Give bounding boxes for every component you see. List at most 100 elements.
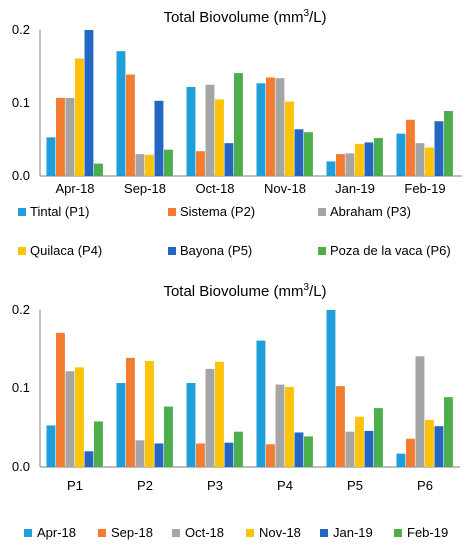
legend-swatch [320,529,328,537]
chart-2-bar [145,361,154,467]
chart-1-bar [234,73,243,176]
chart-2-y-tick-label: 0.2 [12,302,30,317]
chart-2-bar [84,451,94,467]
chart-1-bar [425,147,434,176]
chart-1-y-tick-label: 0.0 [12,168,30,183]
chart-2-bar [234,431,243,467]
legend-swatch [168,208,176,216]
chart-1-bar [135,154,145,176]
chart-1-bar [186,86,196,176]
chart-1-bar [56,97,65,176]
chart-1-bar [434,121,444,176]
legend-label: Apr-18 [37,525,76,540]
chart-2-bar [224,442,234,468]
chart-1-bar [374,138,383,176]
chart-1-bar [46,137,56,176]
chart-1-y-tick-label: 0.2 [12,22,30,37]
chart-2-bar [116,383,126,467]
chart-1-bar [94,163,103,176]
legend-label: Tintal (P1) [30,204,89,219]
legend-swatch [168,247,176,255]
chart-2-bar [294,432,304,467]
chart-2-bar [205,368,215,468]
chart-2-x-tick-label: P3 [207,478,223,493]
chart-1-x-tick-label: Oct-18 [195,181,234,196]
chart-2-bar [215,361,224,467]
legend-swatch [394,529,402,537]
chart-2-bar [266,444,275,468]
chart-1-bar [336,154,345,176]
chart-2-bar [444,397,453,467]
chart-2-title: Total Biovolume (mm3/L) [163,282,326,300]
legend-label: Quilaca (P4) [30,243,102,258]
legend-swatch [18,208,26,216]
chart-2-y-tick-label: 0.0 [12,459,30,474]
chart-2-bar [304,436,313,467]
chart-1-bar [364,142,374,176]
legend-label: Abraham (P3) [330,204,411,219]
chart-1-bar [285,101,294,176]
chart-1-bar [205,84,215,176]
legend-label: Jan-19 [333,525,373,540]
chart-1-bar [224,143,234,176]
chart-1-bar [304,132,313,176]
chart-1-bar [345,153,355,176]
legend-label: Sep-18 [111,525,153,540]
chart-2-bar [364,430,374,467]
chart-1-bar [444,111,453,176]
legend-swatch [318,247,326,255]
chart-2-bars [46,310,453,468]
chart-1-bar [75,58,84,176]
chart-1-x-tick-labels: Apr-18 Sep-18 Oct-18 Nov-18 Jan-19 Feb-1… [55,181,445,196]
chart-2-bar [425,419,434,467]
chart-2-bar [46,425,56,467]
chart-1-bar [65,97,75,176]
chart-1-bar [126,74,135,176]
chart-1-bar [355,143,364,176]
legend-label: Oct-18 [185,525,224,540]
legend-swatch [318,208,326,216]
chart-2-bar [196,443,205,467]
legend-label: Poza de la vaca (P6) [330,243,451,258]
chart-1-x-tick-label: Nov-18 [264,181,306,196]
chart-1-bar [406,119,415,176]
chart-2: Total Biovolume (mm3/L) 0.2 0.1 0.0 P1 P… [12,282,460,540]
legend-swatch [18,247,26,255]
chart-2-bar [434,426,444,467]
chart-1-bar [154,100,164,176]
chart-2-y-tick-label: 0.1 [12,380,30,395]
chart-2-bar [415,356,425,467]
chart-2-x-tick-labels: P1 P2 P3 P4 P5 P6 [67,478,433,493]
chart-2-x-tick-label: P1 [67,478,83,493]
chart-2-bar [345,431,355,467]
chart-1-bar [215,99,224,176]
chart-1-bar [84,30,94,176]
chart-1-bar [326,161,336,176]
chart-1-bars [46,30,453,176]
chart-2-bar [186,383,196,467]
chart-2-bar [126,357,135,467]
chart-1-title: Total Biovolume (mm3/L) [163,8,326,26]
chart-2-bar [135,440,145,467]
chart-2-x-tick-label: P5 [347,478,363,493]
legend-swatch [98,529,106,537]
chart-1-bar [396,133,406,176]
chart-1-bar [266,77,275,176]
chart-2-x-tick-label: P6 [417,478,433,493]
chart-2-bar [285,386,294,467]
chart-1-x-tick-label: Apr-18 [55,181,94,196]
chart-1-x-tick-label: Feb-19 [404,181,445,196]
chart-1-bar [256,83,266,176]
chart-2-bar [164,406,173,468]
chart-2-bar [65,371,75,467]
chart-1-y-tick-label: 0.1 [12,95,30,110]
chart-1: Total Biovolume (mm3/L) 0.2 0.1 0.0 Apr-… [12,8,462,258]
chart-1-bar [196,151,205,176]
chart-2-bar [275,384,285,467]
chart-2-bar [75,367,84,468]
chart-2-legend: Apr-18 Sep-18 Oct-18 Nov-18 Jan-19 Feb-1… [24,525,448,540]
legend-label: Bayona (P5) [180,243,252,258]
chart-1-bar [275,78,285,176]
chart-2-bar [406,438,415,467]
